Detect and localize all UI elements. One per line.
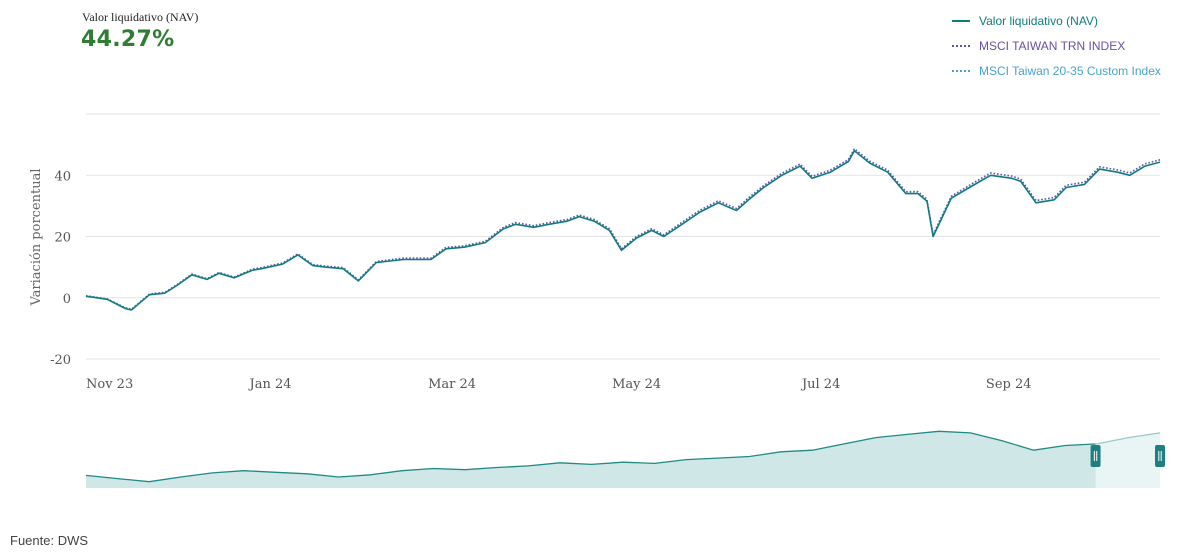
navigator-selection[interactable] xyxy=(1095,425,1160,488)
navigator-handle-right[interactable] xyxy=(1155,445,1165,467)
y-tick-label: 0 xyxy=(63,292,71,307)
legend-item-nav[interactable]: Valor liquidativo (NAV) xyxy=(952,8,1172,33)
legend-label-msci-custom: MSCI Taiwan 20-35 Custom Index xyxy=(979,63,1161,78)
navigator-line xyxy=(85,430,1161,483)
x-tick-label: Nov 23 xyxy=(86,377,133,392)
source-note: Fuente: DWS xyxy=(10,533,89,548)
y-axis-label: Variación porcentual xyxy=(29,168,44,306)
navigator-area xyxy=(86,431,1160,488)
y-tick-label: -20 xyxy=(50,353,71,368)
nav-return-value: 44.27% xyxy=(81,27,175,52)
y-tick-label: 20 xyxy=(54,231,71,246)
series-line-0 xyxy=(85,150,1161,311)
legend-swatch-msci-custom xyxy=(952,69,970,72)
series-line-1 xyxy=(85,148,1161,311)
navigator-handle-left[interactable] xyxy=(1090,445,1101,467)
legend-item-msci-custom[interactable]: MSCI Taiwan 20-35 Custom Index xyxy=(952,58,1172,83)
y-tick-label: 40 xyxy=(54,169,71,184)
x-tick-label: Jan 24 xyxy=(248,377,292,392)
x-tick-label: Mar 24 xyxy=(428,377,476,392)
legend-label-msci-taiwan: MSCI TAIWAN TRN INDEX xyxy=(979,38,1126,53)
legend-swatch-nav xyxy=(952,19,970,22)
legend-item-msci-taiwan[interactable]: MSCI TAIWAN TRN INDEX xyxy=(952,33,1172,58)
legend-label-nav: Valor liquidativo (NAV) xyxy=(979,13,1098,28)
x-tick-label: May 24 xyxy=(612,377,661,392)
x-tick-label: Sep 24 xyxy=(986,377,1032,392)
chart-legend: Valor liquidativo (NAV) MSCI TAIWAN TRN … xyxy=(952,8,1172,83)
x-tick-label: Jul 24 xyxy=(800,377,840,392)
series-line-2 xyxy=(85,147,1161,310)
legend-swatch-msci-taiwan xyxy=(952,44,970,47)
line-chart: -20 0 20 40 Variación porcentual Nov 23 Jan … xyxy=(29,113,1165,488)
nav-label: Valor liquidativo (NAV) xyxy=(82,10,199,24)
